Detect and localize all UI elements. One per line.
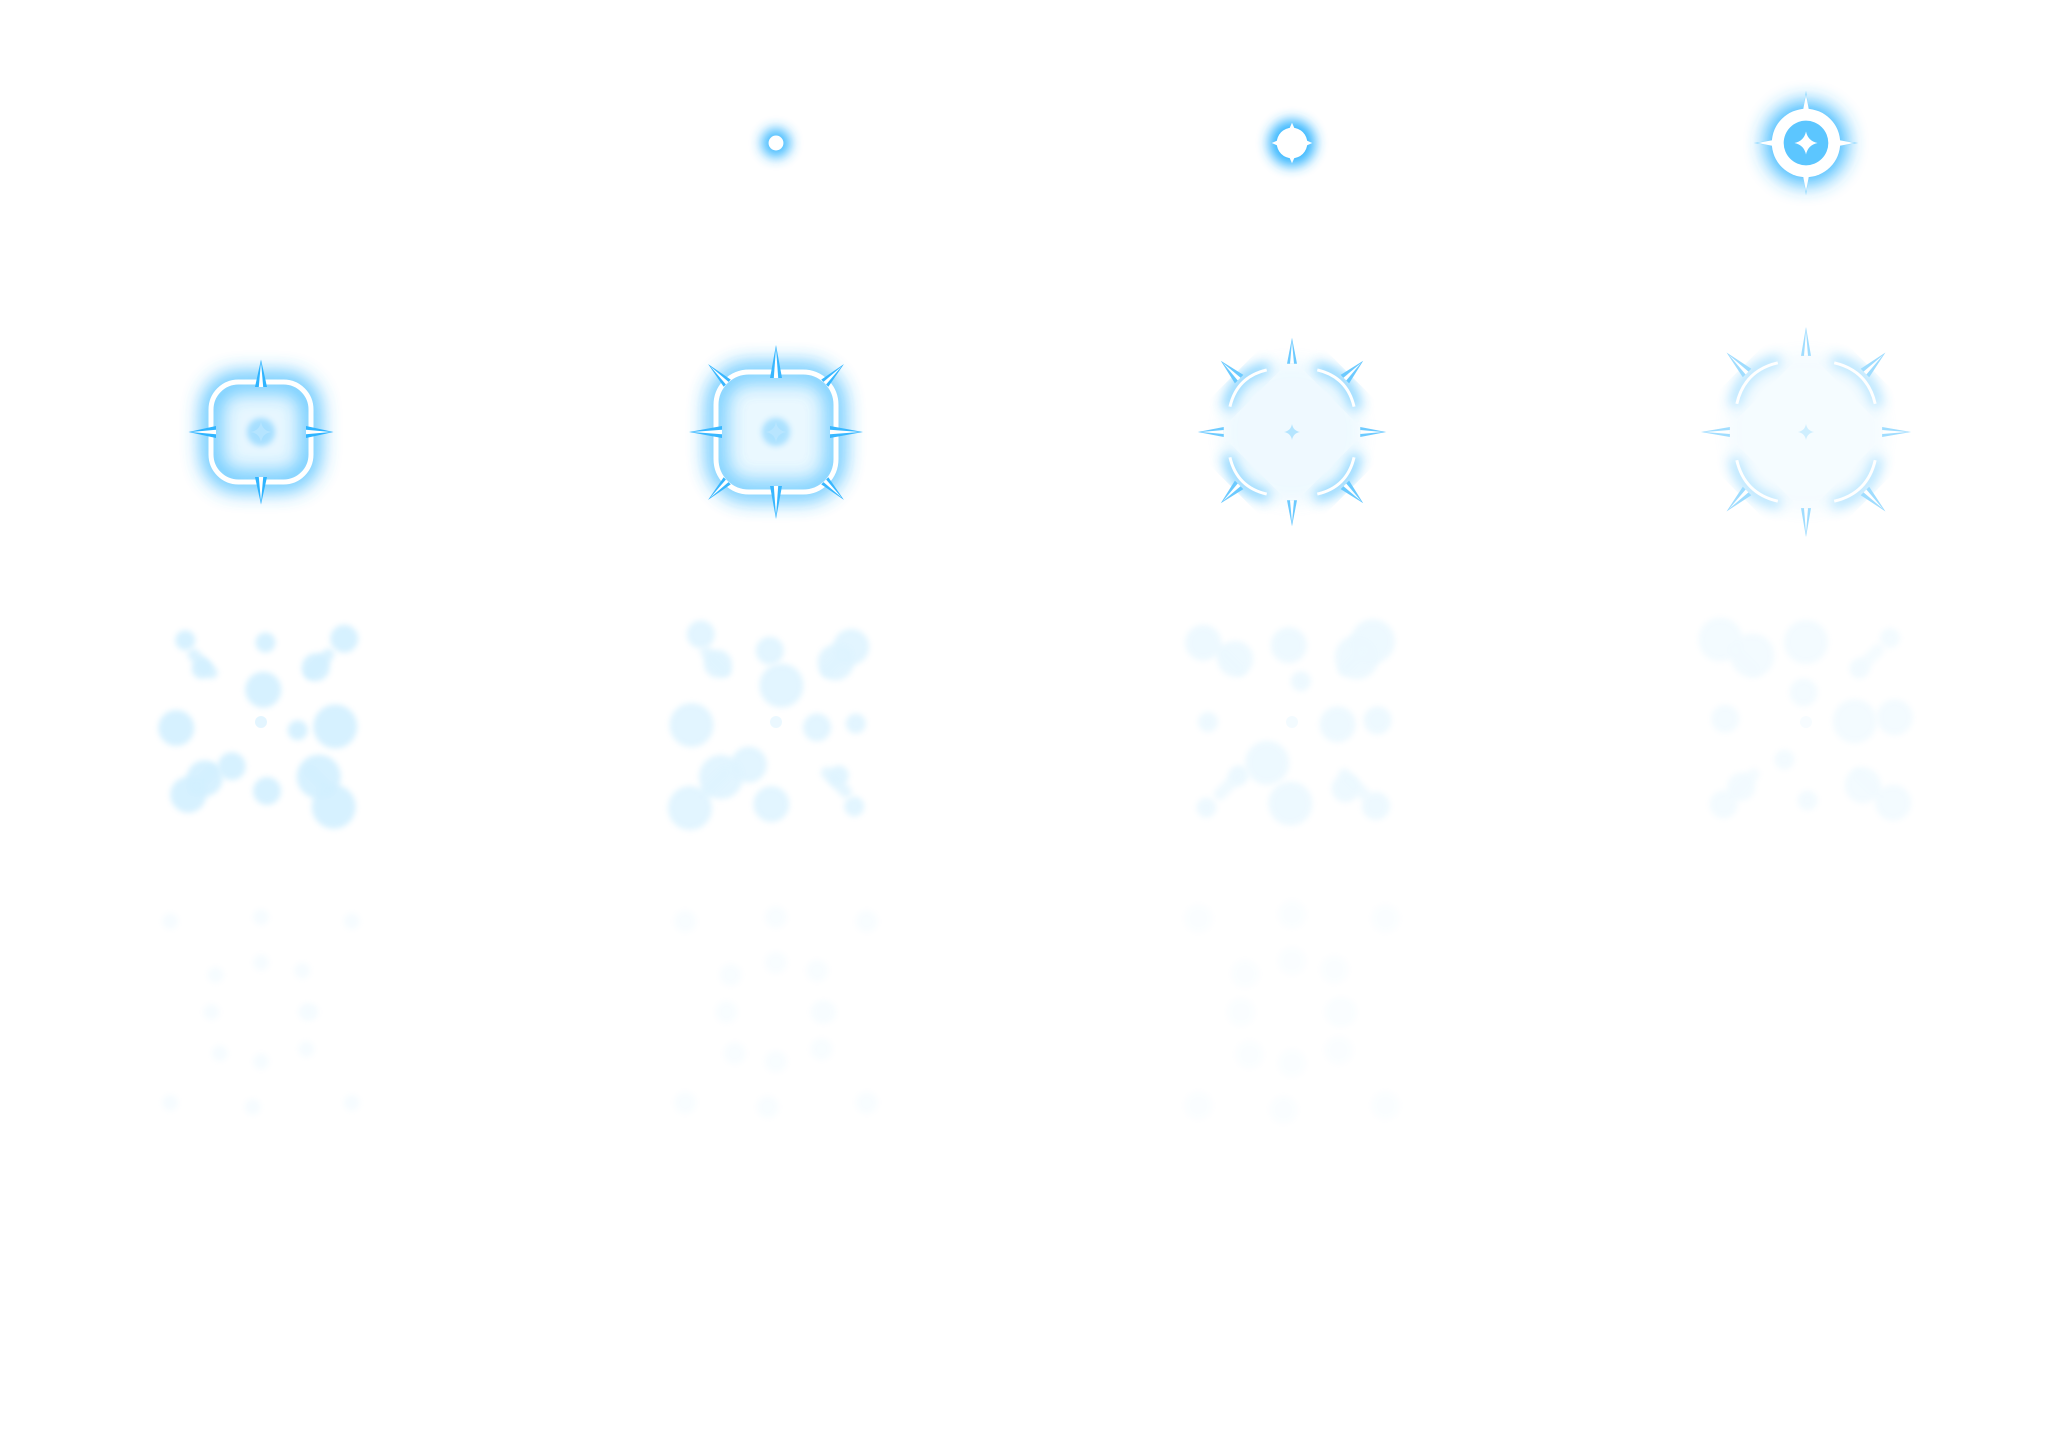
- frame-spark-dot: [761, 128, 791, 158]
- frame-particles-2: [667, 620, 870, 831]
- frame-particles-1: [158, 624, 359, 829]
- frame-ring-break: [1197, 337, 1387, 527]
- frame-ring-large: [689, 345, 863, 519]
- frame-spark-orb: [1268, 119, 1316, 167]
- frame-fade-1: [162, 909, 360, 1115]
- frame-fade-2: [674, 906, 878, 1118]
- frame-spark-star: [1753, 90, 1859, 196]
- frame-particles-4: [1698, 617, 1913, 821]
- frame-ring-scatter: [1700, 326, 1912, 538]
- frame-particles-3: [1185, 619, 1395, 826]
- frame-ring-expand: [188, 359, 334, 505]
- frames-layer: [158, 90, 1913, 1118]
